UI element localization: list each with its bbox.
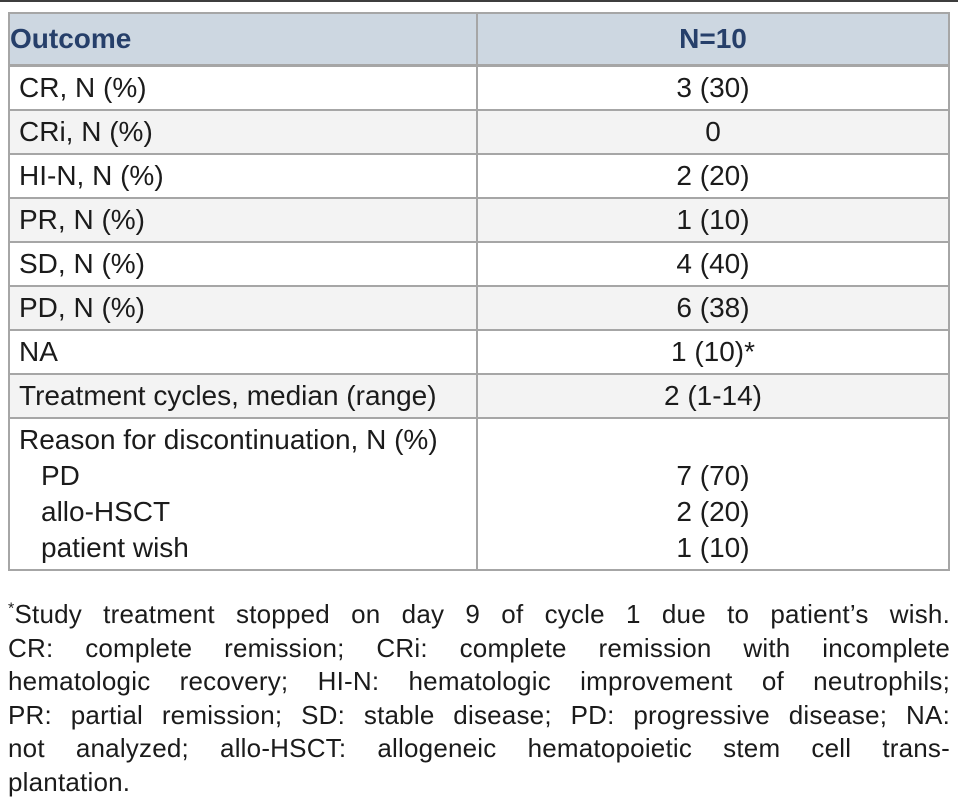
outcome-label: PD, N (%) [19,292,145,323]
outcome-label: SD, N (%) [19,248,145,279]
value-cell: 6 (38) [476,285,950,331]
outcome-value: 2 (20) [676,160,750,191]
table-row: Reason for discontinuation, N (%) PD allo-… [8,417,950,571]
footnote-asterisk: * [8,599,15,618]
outcome-value: 2 (1-14) [663,380,763,411]
table-body: CR, N (%) 3 (30) CRi, N (%) 0 HI-N, N (%) 2 (… [8,64,950,571]
outcome-value: 1 (10) [676,204,750,235]
outcome-label: PD [41,460,80,491]
value-cell: 0 [476,109,950,155]
outcome-value: 7 (70) [676,460,750,491]
footnote-line: PR: partial remission; SD: stable diseas… [8,699,950,730]
outcome-label: allo-HSCT [41,496,171,527]
top-rule [0,0,958,2]
value-cell: 4 (40) [476,241,950,287]
footnote-line: CR: complete remission; CRi: complete re… [8,632,950,663]
header-n10: N=10 [476,12,950,67]
outcome-value: 6 (38) [676,292,750,323]
outcome-table: Outcome N=10 CR, N (%) 3 (30) CRi, N (%) 0 H… [8,12,950,571]
outcome-label: patient wish [41,532,189,563]
outcome-cell: PD, N (%) [8,285,478,331]
outcome-value: 4 (40) [676,248,750,279]
outcome-cell: Treatment cycles, median (range) [8,373,478,419]
outcome-value [478,422,948,458]
value-cell: 2 (1-14) [476,373,950,419]
outcome-value: 1 (10)* [670,336,756,367]
value-cell: 7 (70) 2 (20) 1 (10) [476,417,950,571]
value-cell: 1 (10) [476,197,950,243]
outcome-cell: CR, N (%) [8,64,478,111]
footnote: *Study treatment stopped on day 9 of cyc… [8,598,950,799]
outcome-cell: NA [8,329,478,375]
outcome-label: PR, N (%) [19,204,145,235]
table-row: PR, N (%) 1 (10) [8,197,950,243]
outcome-value: 1 (10) [676,532,750,563]
value-cell: 3 (30) [476,64,950,111]
outcome-value: 3 (30) [676,72,750,103]
outcome-label: CR, N (%) [19,72,147,103]
table-row: CRi, N (%) 0 [8,109,950,155]
outcome-label: HI-N, N (%) [19,160,164,191]
value-cell: 2 (20) [476,153,950,199]
value-cell: 1 (10)* [476,329,950,375]
table-row: Treatment cycles, median (range) 2 (1-14) [8,373,950,419]
outcome-label: CRi, N (%) [19,116,153,147]
outcome-cell: SD, N (%) [8,241,478,287]
outcome-cell: Reason for discontinuation, N (%) PD allo-… [8,417,478,571]
outcome-value: 0 [705,116,721,147]
outcome-label: NA [19,336,58,367]
outcome-label: Reason for discontinuation, N (%) [19,424,438,455]
footnote-line: *Study treatment stopped on day 9 of cyc… [8,599,950,629]
table-row: SD, N (%) 4 (40) [8,241,950,287]
header-outcome: Outcome [8,12,478,67]
table-row: CR, N (%) 3 (30) [8,64,950,111]
outcome-cell: CRi, N (%) [8,109,478,155]
outcome-cell: PR, N (%) [8,197,478,243]
table-row: HI-N, N (%) 2 (20) [8,153,950,199]
footnote-line: plantation. [8,766,131,797]
footnote-line: not analyzed; allo-HSCT: allogeneic hema… [8,733,950,763]
outcome-value: 2 (20) [676,496,750,527]
table-row: PD, N (%) 6 (38) [8,285,950,331]
table-row: NA 1 (10)* [8,329,950,375]
outcome-cell: HI-N, N (%) [8,153,478,199]
footnote-line: hematologic recovery; HI-N: hematologic … [8,666,950,696]
outcome-label: Treatment cycles, median (range) [19,380,437,411]
table-header-row: Outcome N=10 [8,12,950,67]
